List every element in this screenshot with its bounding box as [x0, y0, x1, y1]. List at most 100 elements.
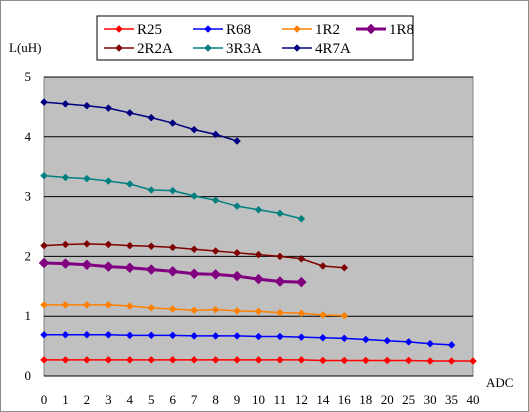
data-point	[361, 335, 370, 344]
y-axis-title: L(uH)	[9, 40, 42, 55]
data-point	[447, 341, 456, 349]
data-point	[297, 309, 306, 318]
data-point	[233, 356, 241, 364]
data-point	[383, 356, 392, 365]
data-point	[83, 101, 91, 110]
x-tick-label: 5	[148, 392, 155, 407]
data-point	[318, 311, 327, 319]
data-point	[61, 356, 70, 364]
y-tick-label: 1	[25, 308, 32, 323]
legend-item-1r8: 1R8	[356, 22, 414, 38]
data-point	[340, 263, 349, 272]
data-point	[125, 331, 134, 340]
data-point	[297, 333, 306, 341]
data-point	[211, 196, 220, 205]
data-point	[125, 356, 134, 364]
legend-label: 4R7A	[315, 41, 351, 57]
data-point	[83, 330, 91, 339]
data-point	[145, 264, 157, 275]
data-point	[168, 331, 177, 340]
data-point	[168, 119, 177, 127]
data-point	[361, 356, 370, 365]
data-point	[61, 300, 70, 309]
x-tick-label: 18	[359, 392, 372, 407]
y-tick-label: 2	[25, 248, 32, 263]
legend-box	[96, 15, 414, 61]
data-point	[254, 332, 263, 341]
data-point	[297, 214, 306, 223]
data-point	[190, 192, 199, 200]
data-point	[147, 113, 156, 122]
x-tick-label: 10	[252, 392, 265, 407]
data-point	[104, 300, 113, 309]
legend-label: 3R3A	[226, 41, 262, 57]
x-tick-label: 40	[467, 392, 480, 407]
data-point	[254, 250, 263, 259]
data-point	[254, 307, 263, 316]
x-tick-label: 11	[274, 392, 287, 407]
legend-label: 2R2A	[137, 41, 173, 57]
data-point	[276, 332, 284, 341]
x-tick-label: 12	[295, 392, 308, 407]
data-point	[125, 109, 134, 117]
data-point	[61, 330, 70, 339]
y-tick-label: 0	[25, 368, 32, 383]
data-point	[83, 300, 91, 309]
series-line	[43, 101, 238, 142]
data-point	[211, 247, 220, 255]
data-point	[147, 303, 156, 312]
data-point	[233, 248, 241, 257]
data-point	[40, 330, 48, 339]
data-point	[426, 339, 434, 348]
x-tick-label: 9	[234, 392, 241, 407]
data-point	[104, 104, 113, 112]
data-point	[447, 357, 456, 365]
data-point	[168, 356, 177, 364]
data-point	[297, 356, 306, 364]
legend-label: R68	[226, 22, 251, 38]
data-point	[276, 356, 284, 364]
data-point	[233, 137, 241, 145]
x-tick-label: 16	[338, 392, 352, 407]
data-point	[297, 254, 306, 263]
series-r25	[40, 356, 477, 365]
legend-item-r68: R68	[193, 22, 251, 38]
data-point	[211, 356, 220, 364]
data-point	[233, 202, 241, 211]
data-point	[38, 257, 50, 269]
legend-label: R25	[137, 22, 162, 38]
data-point	[40, 241, 48, 250]
plot-background	[43, 76, 474, 377]
data-point	[102, 261, 114, 272]
legend-swatch-marker	[204, 25, 212, 33]
x-tick-label: 14	[316, 392, 330, 407]
data-point	[124, 262, 136, 274]
data-point	[147, 356, 156, 364]
legend-swatch-marker	[204, 44, 212, 52]
data-point	[211, 130, 220, 139]
x-tick-label: 2	[84, 392, 91, 407]
legend-swatch-marker	[365, 23, 377, 35]
data-point	[469, 357, 477, 365]
data-point	[340, 334, 349, 343]
legend-swatch-marker	[293, 44, 301, 52]
data-point	[190, 306, 199, 315]
x-tick-label: 35	[445, 392, 458, 407]
data-point	[296, 276, 307, 288]
data-point	[83, 174, 91, 183]
data-point	[426, 357, 434, 365]
legend-label: 1R8	[389, 22, 414, 38]
series-4r7a	[40, 98, 241, 145]
x-tick-label: 0	[41, 392, 48, 407]
data-point	[40, 356, 48, 364]
data-point	[190, 245, 199, 254]
data-point	[318, 356, 327, 365]
data-point	[188, 268, 200, 280]
legend-item-1r2: 1R2	[282, 22, 340, 38]
data-point	[233, 332, 241, 340]
data-point	[104, 177, 113, 185]
data-point	[168, 243, 177, 252]
data-point	[254, 356, 263, 364]
series-r68	[40, 330, 456, 349]
